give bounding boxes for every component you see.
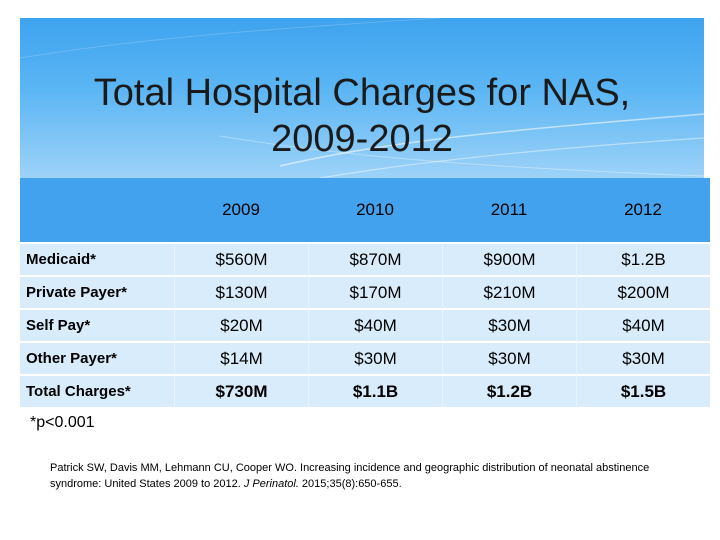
table-row: Other Payer* $14M $30M $30M $30M <box>20 343 710 376</box>
table-cell: $1.2B <box>442 376 576 409</box>
slide-title-line-2: 2009-2012 <box>271 118 453 160</box>
table-header-row: 2009 2010 2011 2012 <box>20 178 710 244</box>
table-cell: $870M <box>308 244 442 277</box>
row-label: Private Payer* <box>20 277 174 310</box>
table-cell: $200M <box>576 277 710 310</box>
table-cell: $30M <box>442 343 576 376</box>
slide-title: Total Hospital Charges for NAS, 2009-201… <box>20 70 704 162</box>
row-label: Self Pay* <box>20 310 174 343</box>
citation: Patrick SW, Davis MM, Lehmann CU, Cooper… <box>50 460 680 492</box>
table-row: Medicaid* $560M $870M $900M $1.2B <box>20 244 710 277</box>
table-cell: $1.1B <box>308 376 442 409</box>
table-cell: $20M <box>174 310 308 343</box>
year-header: 2009 <box>174 178 308 244</box>
row-label: Other Payer* <box>20 343 174 376</box>
citation-journal: J Perinatol. <box>243 478 299 490</box>
table-cell: $30M <box>308 343 442 376</box>
table-cell: $1.2B <box>576 244 710 277</box>
table-row: Private Payer* $130M $170M $210M $200M <box>20 277 710 310</box>
table-cell: $30M <box>576 343 710 376</box>
table-cell: $210M <box>442 277 576 310</box>
table-cell: $30M <box>442 310 576 343</box>
table-cell: $170M <box>308 277 442 310</box>
year-header: 2010 <box>308 178 442 244</box>
decorative-swoosh <box>20 18 704 179</box>
table-cell: $730M <box>174 376 308 409</box>
table-cell: $900M <box>442 244 576 277</box>
table-row: Self Pay* $20M $40M $30M $40M <box>20 310 710 343</box>
citation-volume: 2015;35(8):650-655. <box>298 478 402 490</box>
significance-footnote: *p<0.001 <box>30 414 95 431</box>
table-cell: $14M <box>174 343 308 376</box>
year-header: 2011 <box>442 178 576 244</box>
row-label: Medicaid* <box>20 244 174 277</box>
slide-title-line-1: Total Hospital Charges for NAS, <box>93 72 631 114</box>
table-cell: $1.5B <box>576 376 710 409</box>
table-cell: $560M <box>174 244 308 277</box>
total-row: Total Charges* $730M $1.1B $1.2B $1.5B <box>20 376 710 409</box>
table-cell: $130M <box>174 277 308 310</box>
year-header: 2012 <box>576 178 710 244</box>
charges-table: 2009 2010 2011 2012 Medicaid* $560M $870… <box>20 178 710 409</box>
table-cell: $40M <box>308 310 442 343</box>
corner-cell <box>20 178 174 244</box>
table-cell: $40M <box>576 310 710 343</box>
citation-text: Patrick SW, Davis MM, Lehmann CU, Cooper… <box>50 462 650 490</box>
title-banner <box>20 18 704 180</box>
row-label: Total Charges* <box>20 376 174 409</box>
